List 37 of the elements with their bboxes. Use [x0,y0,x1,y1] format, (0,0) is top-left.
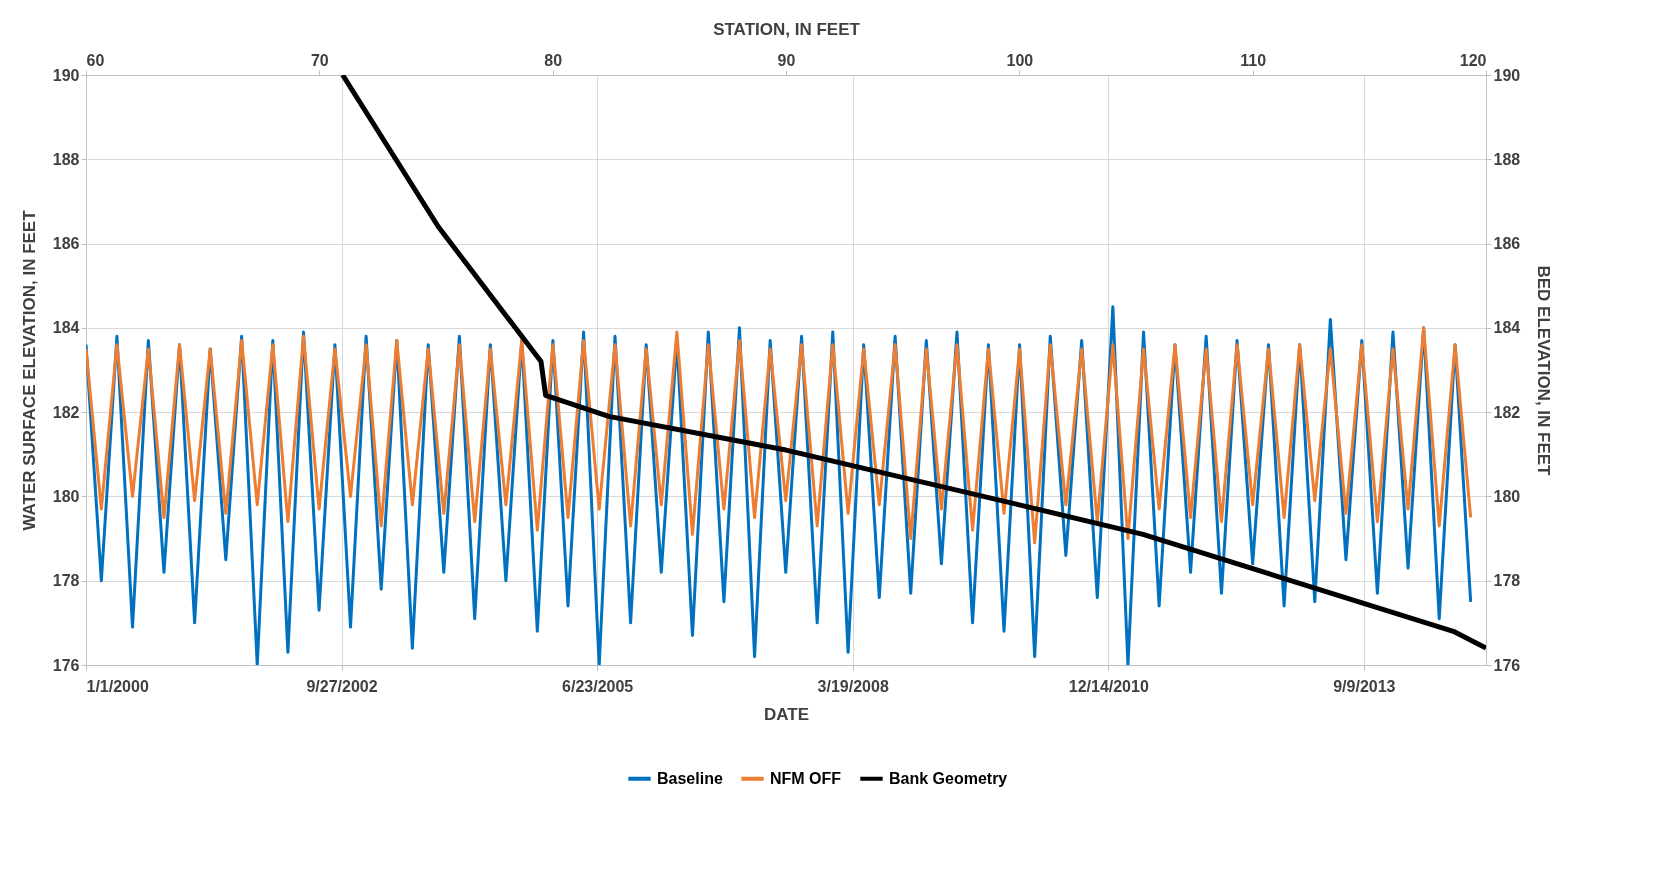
y2-tick-label: 182 [1493,403,1521,421]
x-tick-label: 6/23/2005 [562,677,634,695]
x2-tick-label: 100 [1006,51,1034,69]
y2-tick-label: 176 [1493,656,1521,674]
y2-tick-label: 180 [1493,487,1521,505]
y-axis-title: WATER SURFACE ELEVATION, IN FEET [19,209,39,531]
x2-axis-title: STATION, IN FEET [713,19,861,39]
x-tick-label: 1/1/2000 [86,677,149,695]
y2-tick-label: 184 [1493,319,1521,337]
x-tick-label: 3/19/2008 [817,677,889,695]
x-tick-label: 9/27/2002 [306,677,378,695]
x-axis-title: DATE [763,704,810,724]
y2-tick-label: 190 [1493,66,1521,84]
x2-tick-label: 80 [544,51,563,69]
legend-label: Bank Geometry [889,769,1008,787]
x2-tick-label: 60 [86,51,105,69]
legend-label: NFM OFF [770,769,842,787]
y-tick-label: 188 [52,150,80,168]
y-tick-label: 190 [52,66,80,84]
y-tick-label: 182 [52,403,80,421]
x-tick-label: 9/9/2013 [1333,677,1396,695]
y-tick-label: 178 [52,572,80,590]
y2-tick-label: 186 [1493,235,1521,253]
legend-label: Baseline [657,769,723,787]
y-tick-label: 184 [52,319,80,337]
x2-tick-label: 70 [310,51,329,69]
y2-tick-label: 178 [1493,572,1521,590]
y-tick-label: 186 [52,235,80,253]
x2-tick-label: 120 [1459,51,1487,69]
x2-tick-label: 90 [777,51,796,69]
y2-axis-title: BED ELEVATION, IN FEET [1534,265,1554,477]
y2-tick-label: 188 [1493,150,1521,168]
y-tick-label: 180 [52,487,80,505]
x-tick-label: 12/14/2010 [1068,677,1149,695]
x2-tick-label: 110 [1240,51,1267,69]
line-series [86,326,1473,545]
y-tick-label: 176 [52,656,80,674]
